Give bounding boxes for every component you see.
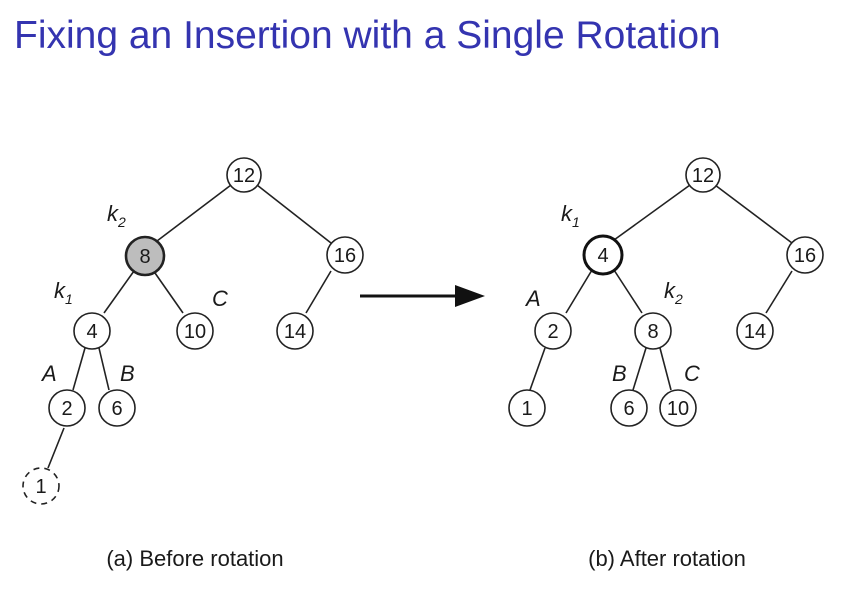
svg-text:4: 4 <box>86 321 97 343</box>
svg-text:16: 16 <box>334 245 356 267</box>
svg-text:12: 12 <box>233 165 255 187</box>
svg-text:2: 2 <box>61 398 72 420</box>
tree-node: 8 <box>634 312 672 350</box>
svg-text:2: 2 <box>547 321 558 343</box>
svg-text:6: 6 <box>623 398 634 420</box>
tree-node: 16 <box>786 236 824 274</box>
svg-text:8: 8 <box>647 321 658 343</box>
before-tree: 12 8 16 4 10 14 2 6 <box>22 157 364 571</box>
slide-title: Fixing an Insertion with a Single Rotati… <box>14 14 721 57</box>
tree-node: 2 <box>534 312 572 350</box>
caption-after: (b) After rotation <box>588 546 746 571</box>
tree-node: 14 <box>736 312 774 350</box>
label-subtree-c: C <box>684 361 700 386</box>
inserted-node-dashed: 1 <box>22 467 60 505</box>
tree-node: 1 <box>508 389 546 427</box>
highlighted-node: 8 <box>124 235 166 277</box>
label-subtree-b: B <box>120 361 135 386</box>
svg-text:8: 8 <box>139 246 150 268</box>
tree-node: 4 <box>73 312 111 350</box>
tree-node: 12 <box>685 157 721 193</box>
tree-node: 12 <box>226 157 262 193</box>
svg-text:10: 10 <box>667 398 689 420</box>
label-subtree-b: B <box>612 361 627 386</box>
svg-text:16: 16 <box>794 245 816 267</box>
svg-text:14: 14 <box>284 321 306 343</box>
label-k2: k2 <box>664 278 683 307</box>
after-tree: 12 4 16 2 8 14 1 6 <box>508 157 824 571</box>
svg-text:1: 1 <box>35 476 46 498</box>
rotated-root-node: 4 <box>582 234 624 276</box>
label-subtree-c: C <box>212 286 228 311</box>
svg-text:6: 6 <box>111 398 122 420</box>
svg-text:1: 1 <box>521 398 532 420</box>
label-subtree-a: A <box>524 286 541 311</box>
tree-node: 2 <box>48 389 86 427</box>
svg-text:10: 10 <box>184 321 206 343</box>
label-k1: k1 <box>54 278 73 307</box>
tree-node: 6 <box>610 389 648 427</box>
right-arrow-icon <box>360 285 485 307</box>
svg-text:12: 12 <box>692 165 714 187</box>
svg-text:4: 4 <box>597 245 608 267</box>
tree-node: 10 <box>659 389 697 427</box>
label-subtree-a: A <box>40 361 57 386</box>
label-k1: k1 <box>561 201 580 230</box>
tree-node: 10 <box>176 312 214 350</box>
caption-before: (a) Before rotation <box>106 546 283 571</box>
tree-node: 6 <box>98 389 136 427</box>
label-k2: k2 <box>107 201 126 230</box>
tree-node: 14 <box>276 312 314 350</box>
tree-node: 16 <box>326 236 364 274</box>
svg-text:14: 14 <box>744 321 766 343</box>
